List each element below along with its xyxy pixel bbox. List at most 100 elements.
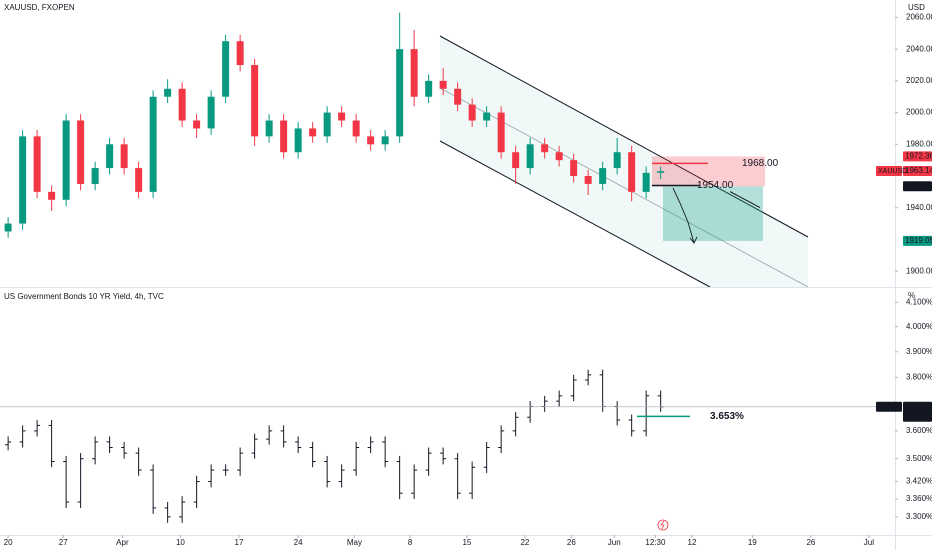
- candle-body: [77, 120, 85, 184]
- x-tick-label: 20: [4, 538, 13, 547]
- y-tick-label: 2000.00: [906, 108, 932, 117]
- candle-body: [4, 223, 12, 232]
- candle-body: [251, 65, 259, 137]
- x-tick-label: 22: [520, 538, 529, 547]
- y-tick-label: 2040.00: [906, 44, 932, 53]
- y-tick-label: 2020.00: [906, 76, 932, 85]
- candle-body: [599, 168, 607, 184]
- candle-body: [584, 176, 592, 184]
- y-tick-label: 4.000%: [906, 322, 932, 331]
- x-tick-label: 12: [688, 538, 697, 547]
- price-tag-countdown: 41:55: [907, 412, 928, 421]
- candle-body: [352, 120, 360, 137]
- x-tick-label: 15: [462, 538, 471, 547]
- y-tick-label: 1940.00: [906, 203, 932, 212]
- arrow-head: [689, 236, 698, 244]
- candle-body: [483, 112, 491, 121]
- candle-body: [541, 144, 549, 153]
- y-tick-label: 4.100%: [906, 297, 932, 306]
- candle-body: [236, 41, 244, 66]
- candle-body: [294, 128, 302, 153]
- candle-body: [280, 120, 288, 153]
- x-tick-label: 17: [235, 538, 244, 547]
- y-tick-label: 3.900%: [906, 347, 932, 356]
- candle-body: [526, 144, 534, 169]
- candle-body: [62, 120, 70, 200]
- trend-line: [729, 191, 761, 208]
- candle-body: [410, 49, 418, 97]
- candle-body: [425, 80, 433, 97]
- y-tick-label: 3.420%: [906, 477, 932, 486]
- candle-body: [338, 112, 346, 121]
- price-tag-label: 1919.05: [905, 236, 932, 245]
- candle-body: [135, 168, 143, 192]
- y-tick-label: 3.360%: [906, 494, 932, 503]
- candle-body: [468, 104, 476, 121]
- candle-body: [367, 136, 375, 145]
- take-profit-zone: [663, 186, 763, 241]
- candle-body: [222, 41, 230, 97]
- candle-body: [512, 152, 520, 169]
- candle-body: [48, 191, 56, 200]
- stop-loss-zone: [652, 156, 765, 187]
- axis-unit: %: [908, 291, 915, 300]
- symbol-tag-label: US10Y: [878, 404, 901, 411]
- y-tick-label: 2060.00: [906, 13, 932, 22]
- y-tick-label: 1980.00: [906, 139, 932, 148]
- y-tick-label: 3.600%: [906, 426, 932, 435]
- level-label: 3.653%: [710, 411, 744, 422]
- candle-body: [613, 152, 621, 169]
- price-tag: [903, 181, 932, 192]
- candle-body: [120, 144, 128, 169]
- candle-body: [642, 172, 650, 192]
- channel-fill: [440, 36, 808, 287]
- candle-body: [309, 128, 317, 137]
- candle-body: [323, 112, 331, 137]
- x-tick-label: May: [347, 538, 362, 547]
- price-tag-label: 1953.50: [905, 181, 932, 190]
- symbol-tag: [876, 401, 902, 412]
- candle-body: [193, 120, 201, 129]
- candle-body: [178, 88, 186, 121]
- level-label: 1968.00: [742, 158, 779, 169]
- y-tick-label: 3.800%: [906, 373, 932, 382]
- candle-body: [570, 160, 578, 177]
- price-tag-label: 1963.14: [905, 166, 932, 175]
- x-tick-label: Jul: [864, 538, 874, 547]
- candle-body: [555, 152, 563, 161]
- candle-body: [657, 171, 665, 173]
- candle-body: [149, 96, 157, 192]
- x-tick-label: 12:30: [645, 538, 666, 547]
- symbol-tag-label: XAUUSD: [878, 168, 907, 175]
- candle-body: [33, 136, 41, 192]
- candle-body: [628, 152, 636, 192]
- projection-arrow: [672, 187, 695, 244]
- candle-body: [91, 168, 99, 184]
- x-tick-label: Apr: [116, 538, 129, 547]
- event-icon-bolt: [660, 520, 665, 530]
- x-tick-label: 8: [408, 538, 413, 547]
- chart-title: XAUUSD, FXOPEN: [4, 3, 75, 12]
- price-tag: [903, 151, 932, 162]
- x-tick-label: Jun: [608, 538, 621, 547]
- candle-body: [454, 88, 462, 105]
- x-tick-label: 27: [59, 538, 68, 547]
- price-tag: [903, 166, 932, 177]
- candle-body: [497, 112, 505, 153]
- x-tick-label: 24: [294, 538, 303, 547]
- y-tick-label: 3.300%: [906, 512, 932, 521]
- symbol-tag: [876, 166, 902, 177]
- candle-body: [207, 96, 215, 129]
- candle-body: [439, 80, 447, 89]
- axis-unit: USD: [908, 3, 925, 12]
- candle-body: [106, 144, 114, 169]
- candle-body: [396, 49, 404, 137]
- x-tick-label: 26: [567, 538, 576, 547]
- price-tag: [903, 401, 932, 422]
- channel-lower: [439, 140, 711, 288]
- price-tag: [903, 235, 932, 246]
- y-tick-label: 1900.00: [906, 266, 932, 275]
- x-tick-label: 10: [176, 538, 185, 547]
